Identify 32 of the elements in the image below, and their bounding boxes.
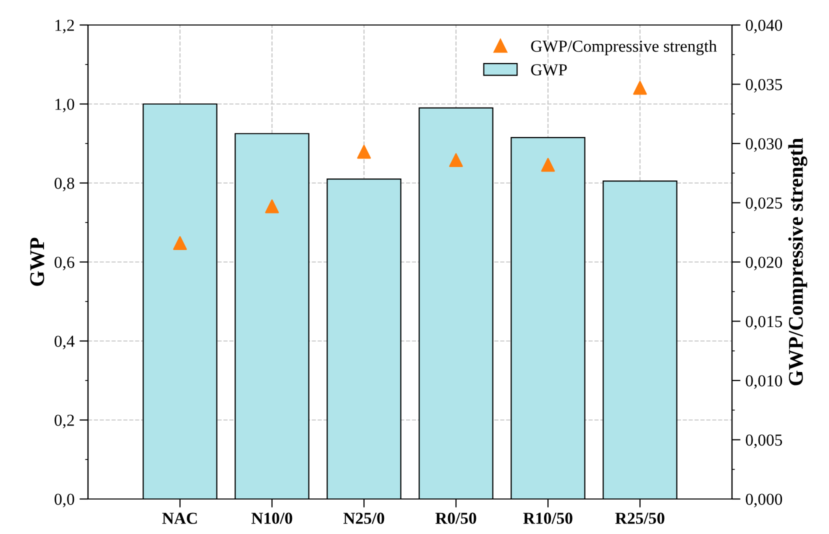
y-tick-label: 1,2 — [55, 20, 74, 34]
y2-tick-label: 0,020 — [746, 256, 782, 270]
x-tick-label: R25/50 — [615, 512, 664, 524]
y2-tick-label: 0,040 — [746, 20, 782, 34]
point — [357, 144, 371, 159]
legend-label: GWP/Compressive strength — [531, 40, 717, 56]
y2-axis-title: GWP/Compressive strength — [788, 138, 808, 386]
legend-label: GWP — [531, 64, 567, 76]
point — [541, 158, 555, 172]
x-tick-label: NAC — [162, 512, 197, 524]
y-tick-label: 1,0 — [55, 98, 74, 112]
x-tick-label: N25/0 — [343, 512, 384, 524]
y-tick-label: 0,6 — [54, 256, 74, 270]
y2-tick-label: 0,005 — [746, 434, 782, 448]
y2-tick-label: 0,015 — [746, 316, 782, 330]
point — [633, 80, 647, 95]
point — [173, 236, 187, 250]
y-tick-label: 0,4 — [54, 336, 75, 350]
y2-tick-label: 0,035 — [746, 78, 782, 93]
y2-tick-label: 0,010 — [746, 375, 782, 389]
y-tick-label: 0,8 — [54, 178, 74, 192]
y2-tick-label: 0,000 — [746, 494, 782, 508]
y2-tick-label: 0,025 — [746, 197, 782, 212]
y2-tick-label: 0,030 — [746, 138, 782, 152]
point — [449, 153, 463, 167]
y-tick-label: 0,0 — [54, 494, 74, 508]
point — [265, 199, 279, 214]
y-axis-title: GWP — [30, 238, 44, 286]
x-tick-label: N10/0 — [251, 512, 292, 524]
y-tick-label: 0,2 — [54, 414, 74, 428]
x-tick-label: R10/50 — [523, 512, 572, 524]
x-tick-label: R0/50 — [435, 512, 476, 524]
